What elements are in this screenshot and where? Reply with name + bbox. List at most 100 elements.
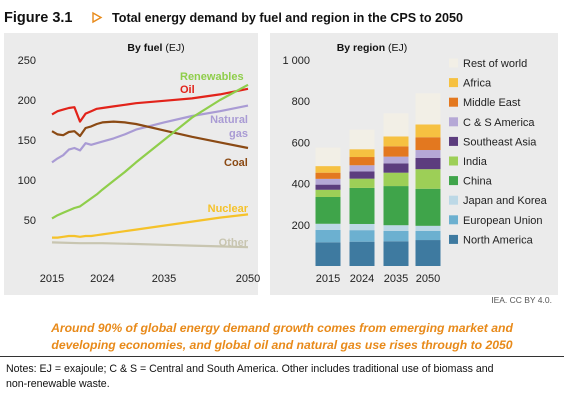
series-label-renewables: Renewables (180, 71, 244, 83)
bar-segment-india (383, 172, 409, 187)
bar-segment-north-america (315, 242, 341, 266)
triangle-arrow-icon (92, 11, 103, 24)
legend-swatch-middle-east (449, 97, 458, 107)
series-line-nuclear (52, 213, 249, 239)
legend-swatch-india (449, 156, 458, 166)
notes: Notes: EJ = exajoule; C & S = Central an… (6, 362, 558, 392)
bar-segment-japan-and-korea (349, 223, 375, 231)
fuel-ytick-label: 200 (18, 95, 36, 107)
fuel-ytick-label: 250 (18, 55, 36, 67)
notes-line-1: Notes: EJ = exajoule; C & S = Central an… (6, 363, 494, 375)
bar-segment-north-america (349, 241, 375, 266)
series-label-nuclear: Nuclear (208, 203, 249, 215)
series-line-oil (51, 87, 249, 123)
bar-segment-japan-and-korea (415, 225, 441, 231)
by-fuel-panel (4, 33, 258, 295)
series-label-coal: Coal (224, 157, 248, 169)
by-region-title-text: By region (337, 42, 385, 54)
bar-segment-china (349, 187, 375, 224)
bar-segment-southeast-asia (415, 157, 441, 170)
bar-segment-c-and-s-america (415, 150, 441, 158)
legend-swatch-north-america (449, 234, 458, 244)
legend-swatch-africa (449, 78, 458, 88)
bar-segment-rest-of-world (415, 93, 441, 125)
caption-line-1: Around 90% of global energy demand growt… (51, 321, 513, 335)
bar-segment-india (415, 169, 441, 189)
bar-segment-european-union (415, 230, 441, 241)
region-ytick-label: 600 (292, 137, 310, 149)
caption: Around 90% of global energy demand growt… (18, 320, 546, 354)
caption-line-2: developing economies, and global oil and… (51, 338, 513, 352)
legend-label-india: India (463, 156, 488, 168)
region-xtick-label: 2050 (416, 273, 440, 285)
series-label-other: Other (219, 237, 249, 249)
series-line-natural-gas (51, 104, 249, 164)
series-label-oil: Oil (180, 84, 195, 96)
fuel-xtick-label: 2015 (40, 273, 64, 285)
region-ytick-label: 800 (292, 96, 310, 108)
bar-segment-japan-and-korea (315, 223, 341, 230)
region-xtick-label: 2024 (350, 273, 374, 285)
by-region-chart: 200 400 600 800 1 000 2015 2024 2035 2050 Rest of… (282, 55, 547, 285)
bar-segment-c-and-s-america (349, 165, 375, 172)
region-xtick-label: 2015 (316, 273, 340, 285)
region-xtick-label: 2035 (384, 273, 408, 285)
by-fuel-unit: (EJ) (165, 42, 184, 54)
bar-segment-middle-east (415, 137, 441, 151)
separator-line (0, 356, 564, 357)
fuel-ytick-label: 150 (18, 135, 36, 147)
bar-segment-africa (383, 136, 409, 147)
figure-title: Total energy demand by fuel and region i… (112, 11, 463, 25)
by-region-panel (270, 33, 558, 295)
bar-segment-rest-of-world (349, 129, 375, 150)
fuel-xtick-label: 2035 (152, 273, 176, 285)
by-fuel-chart: 50 100 150 200 250 2015 2024 2035 2050 Oil Natural… (18, 55, 261, 285)
bar-segment-rest-of-world (383, 113, 409, 137)
region-ytick-label: 1 000 (282, 55, 310, 67)
legend-swatch-southeast-asia (449, 136, 458, 146)
legend-label-southeast-asia: Southeast Asia (463, 136, 537, 148)
bar-segment-middle-east (383, 146, 409, 157)
bar-segment-european-union (349, 230, 375, 242)
series-line-other (51, 241, 249, 249)
legend-label-c-and-s-america: C & S America (463, 117, 535, 129)
by-region-unit: (EJ) (388, 42, 407, 54)
bar-segment-european-union (383, 230, 409, 242)
bar-segment-india (349, 178, 375, 188)
fuel-ytick-label: 100 (18, 175, 36, 187)
bar-segment-india (315, 189, 341, 197)
bar-segment-china (315, 196, 341, 224)
figure-label: Figure 3.1 (4, 10, 73, 26)
legend-label-china: China (463, 176, 493, 188)
bar-segment-africa (415, 124, 441, 138)
fuel-ytick-label: 50 (24, 215, 36, 227)
legend-swatch-european-union (449, 215, 458, 225)
bar-segment-north-america (383, 241, 409, 266)
legend-swatch-japan-and-korea (449, 195, 458, 205)
fuel-xtick-label: 2024 (90, 273, 114, 285)
legend-label-africa: Africa (463, 78, 492, 90)
legend-swatch-c-and-s-america (449, 117, 458, 127)
region-ytick-label: 400 (292, 179, 310, 191)
legend-label-middle-east: Middle East (463, 97, 520, 109)
bar-segment-china (415, 188, 441, 226)
legend-label-rest-of-world: Rest of world (463, 58, 527, 70)
bar-segment-rest-of-world (315, 147, 341, 167)
bar-segment-middle-east (315, 172, 341, 179)
notes-line-2: non-renewable waste. (6, 378, 110, 390)
bar-segment-north-america (415, 240, 441, 266)
by-fuel-title: By fuel (EJ) (127, 42, 184, 54)
legend-swatch-china (449, 176, 458, 186)
by-region-title: By region (EJ) (337, 42, 408, 54)
bar-segment-southeast-asia (383, 163, 409, 173)
bar-segment-africa (349, 149, 375, 158)
fuel-xtick-label: 2050 (236, 273, 260, 285)
bar-segment-japan-and-korea (383, 225, 409, 231)
bar-segment-africa (315, 166, 341, 173)
bar-segment-european-union (315, 229, 341, 243)
bar-segment-c-and-s-america (383, 156, 409, 164)
legend-swatch-rest-of-world (449, 58, 458, 68)
source-note: IEA. CC BY 4.0. (491, 295, 552, 305)
region-ytick-label: 200 (292, 220, 310, 232)
